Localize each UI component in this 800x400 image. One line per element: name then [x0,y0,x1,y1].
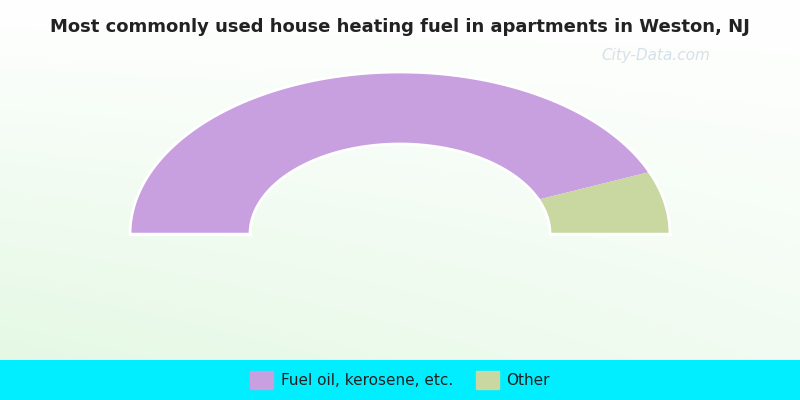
Text: City-Data.com: City-Data.com [601,48,710,63]
Polygon shape [130,72,650,234]
Text: Most commonly used house heating fuel in apartments in Weston, NJ: Most commonly used house heating fuel in… [50,18,750,36]
Legend: Fuel oil, kerosene, etc., Other: Fuel oil, kerosene, etc., Other [244,365,556,395]
Polygon shape [538,172,670,234]
